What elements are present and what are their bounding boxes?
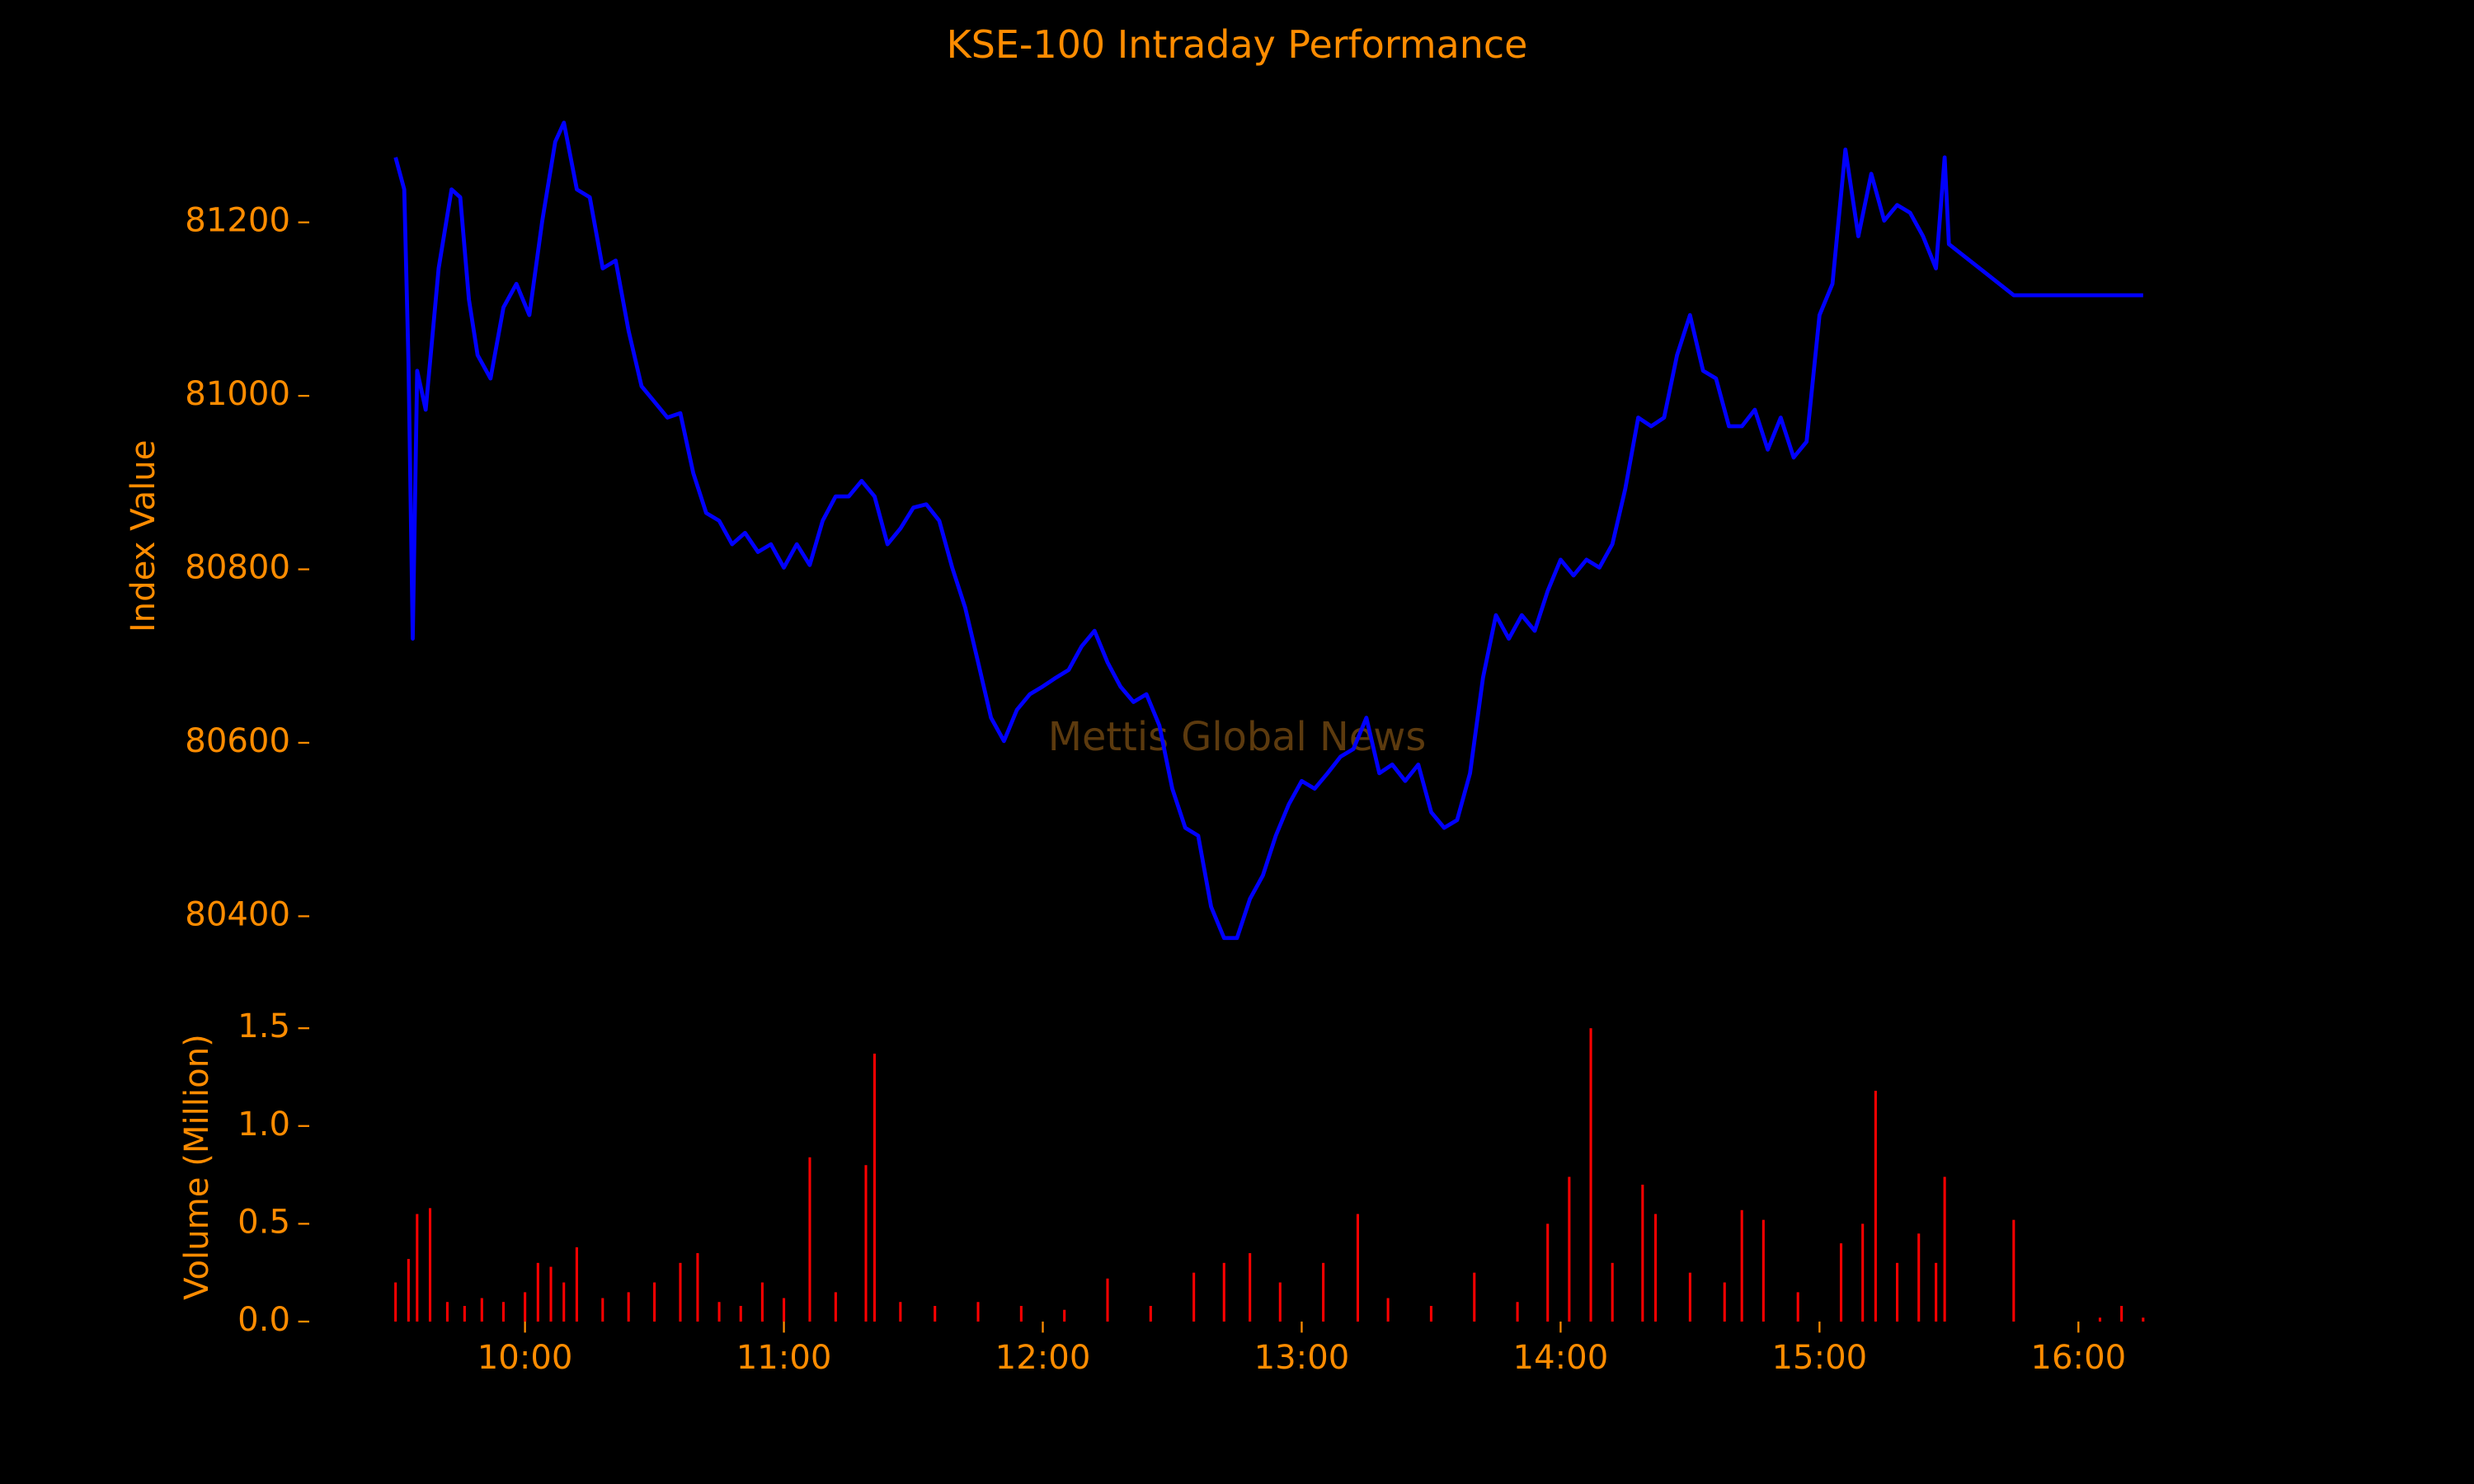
volume-bar <box>1761 1219 1765 1322</box>
volume-bar <box>1106 1278 1109 1322</box>
x-tick-label: 12:00 <box>995 1339 1091 1377</box>
volume-bar <box>899 1302 902 1322</box>
volume-bar <box>1516 1302 1519 1322</box>
volume-bar <box>864 1165 868 1322</box>
volume-bar <box>834 1292 837 1322</box>
volume-bar <box>1356 1214 1360 1322</box>
chart-title: KSE-100 Intraday Performance <box>947 22 1528 67</box>
volume-bar <box>1874 1091 1877 1322</box>
y-tick-label: 81200 <box>185 202 290 240</box>
volume-bar <box>1278 1282 1282 1322</box>
volume-bar <box>536 1262 539 1322</box>
volume-bar <box>1653 1214 1658 1322</box>
x-tick-label: 16:00 <box>2030 1339 2126 1377</box>
volume-bar <box>407 1259 410 1322</box>
volume-bar <box>653 1282 656 1322</box>
volume-bar <box>1149 1306 1152 1322</box>
volume-bar <box>1473 1272 1476 1322</box>
volume-bar <box>679 1262 682 1322</box>
volume-bar <box>696 1252 699 1322</box>
volume-bar <box>1861 1223 1865 1322</box>
volume-bar <box>872 1054 876 1322</box>
volume-bar <box>2120 1306 2124 1322</box>
volume-bar <box>480 1298 483 1322</box>
volume-bar <box>428 1208 432 1322</box>
volume-bar <box>1839 1243 1843 1322</box>
volume-bar <box>1896 1262 1899 1322</box>
x-tick-label: 15:00 <box>1771 1339 1867 1377</box>
y-tick-label: 80800 <box>185 549 290 587</box>
volume-bar <box>760 1282 764 1322</box>
y-tick-label: 0.0 <box>238 1301 290 1339</box>
y-axis-label: Volume (Million) <box>178 1034 216 1300</box>
y-tick-label: 80600 <box>185 722 290 760</box>
index-line <box>393 120 2143 941</box>
x-tick-label: 11:00 <box>736 1339 832 1377</box>
volume-bar <box>976 1302 980 1322</box>
volume-bar <box>627 1292 630 1322</box>
volume-bar <box>1386 1298 1390 1322</box>
volume-bar <box>1796 1292 1799 1322</box>
volume-bar <box>2098 1317 2102 1322</box>
volume-bar <box>501 1302 505 1322</box>
x-tick-label: 14:00 <box>1513 1339 1609 1377</box>
y-axis-label: Index Value <box>125 440 162 633</box>
volume-bar <box>463 1306 466 1322</box>
volume-bar <box>783 1298 786 1322</box>
volume-bar <box>562 1282 566 1322</box>
volume-bar <box>739 1306 742 1322</box>
volume-bar <box>549 1266 553 1322</box>
volume-bar <box>524 1292 527 1322</box>
volume-bar <box>1429 1306 1432 1322</box>
volume-bar <box>2142 1317 2145 1322</box>
volume-bar <box>601 1298 604 1322</box>
volume-bar <box>2012 1219 2015 1322</box>
volume-bar <box>1019 1306 1023 1322</box>
volume-bar <box>1641 1184 1644 1322</box>
volume-bar <box>416 1214 419 1322</box>
x-tick-label: 10:00 <box>477 1339 573 1377</box>
volume-bar <box>808 1157 811 1322</box>
volume-bar <box>1943 1176 1946 1322</box>
volume-bar <box>1249 1252 1252 1322</box>
volume-bar <box>1917 1233 1921 1322</box>
volume-bar <box>1546 1223 1550 1322</box>
volume-bar <box>1611 1262 1614 1322</box>
volume-bar <box>1568 1176 1571 1322</box>
volume-bar <box>1740 1209 1743 1322</box>
volume-bar <box>1322 1262 1325 1322</box>
y-tick-label: 1.0 <box>238 1106 290 1144</box>
volume-bar <box>1589 1028 1592 1322</box>
volume-bar <box>717 1302 721 1322</box>
volume-bar <box>1935 1262 1938 1322</box>
volume-bar <box>394 1282 397 1322</box>
x-tick-label: 13:00 <box>1254 1339 1350 1377</box>
volume-bar <box>575 1247 578 1322</box>
y-tick-label: 1.5 <box>238 1007 290 1045</box>
volume-bar <box>1222 1262 1225 1322</box>
volume-bar <box>1063 1309 1066 1322</box>
y-tick-label: 80400 <box>185 895 290 933</box>
volume-bar <box>1723 1282 1726 1322</box>
volume-bar <box>1688 1272 1691 1322</box>
y-tick-label: 0.5 <box>238 1203 290 1241</box>
volume-bar <box>445 1302 449 1322</box>
volume-bar <box>934 1306 937 1322</box>
y-tick-label: 81000 <box>185 375 290 413</box>
volume-bar <box>1192 1272 1196 1322</box>
